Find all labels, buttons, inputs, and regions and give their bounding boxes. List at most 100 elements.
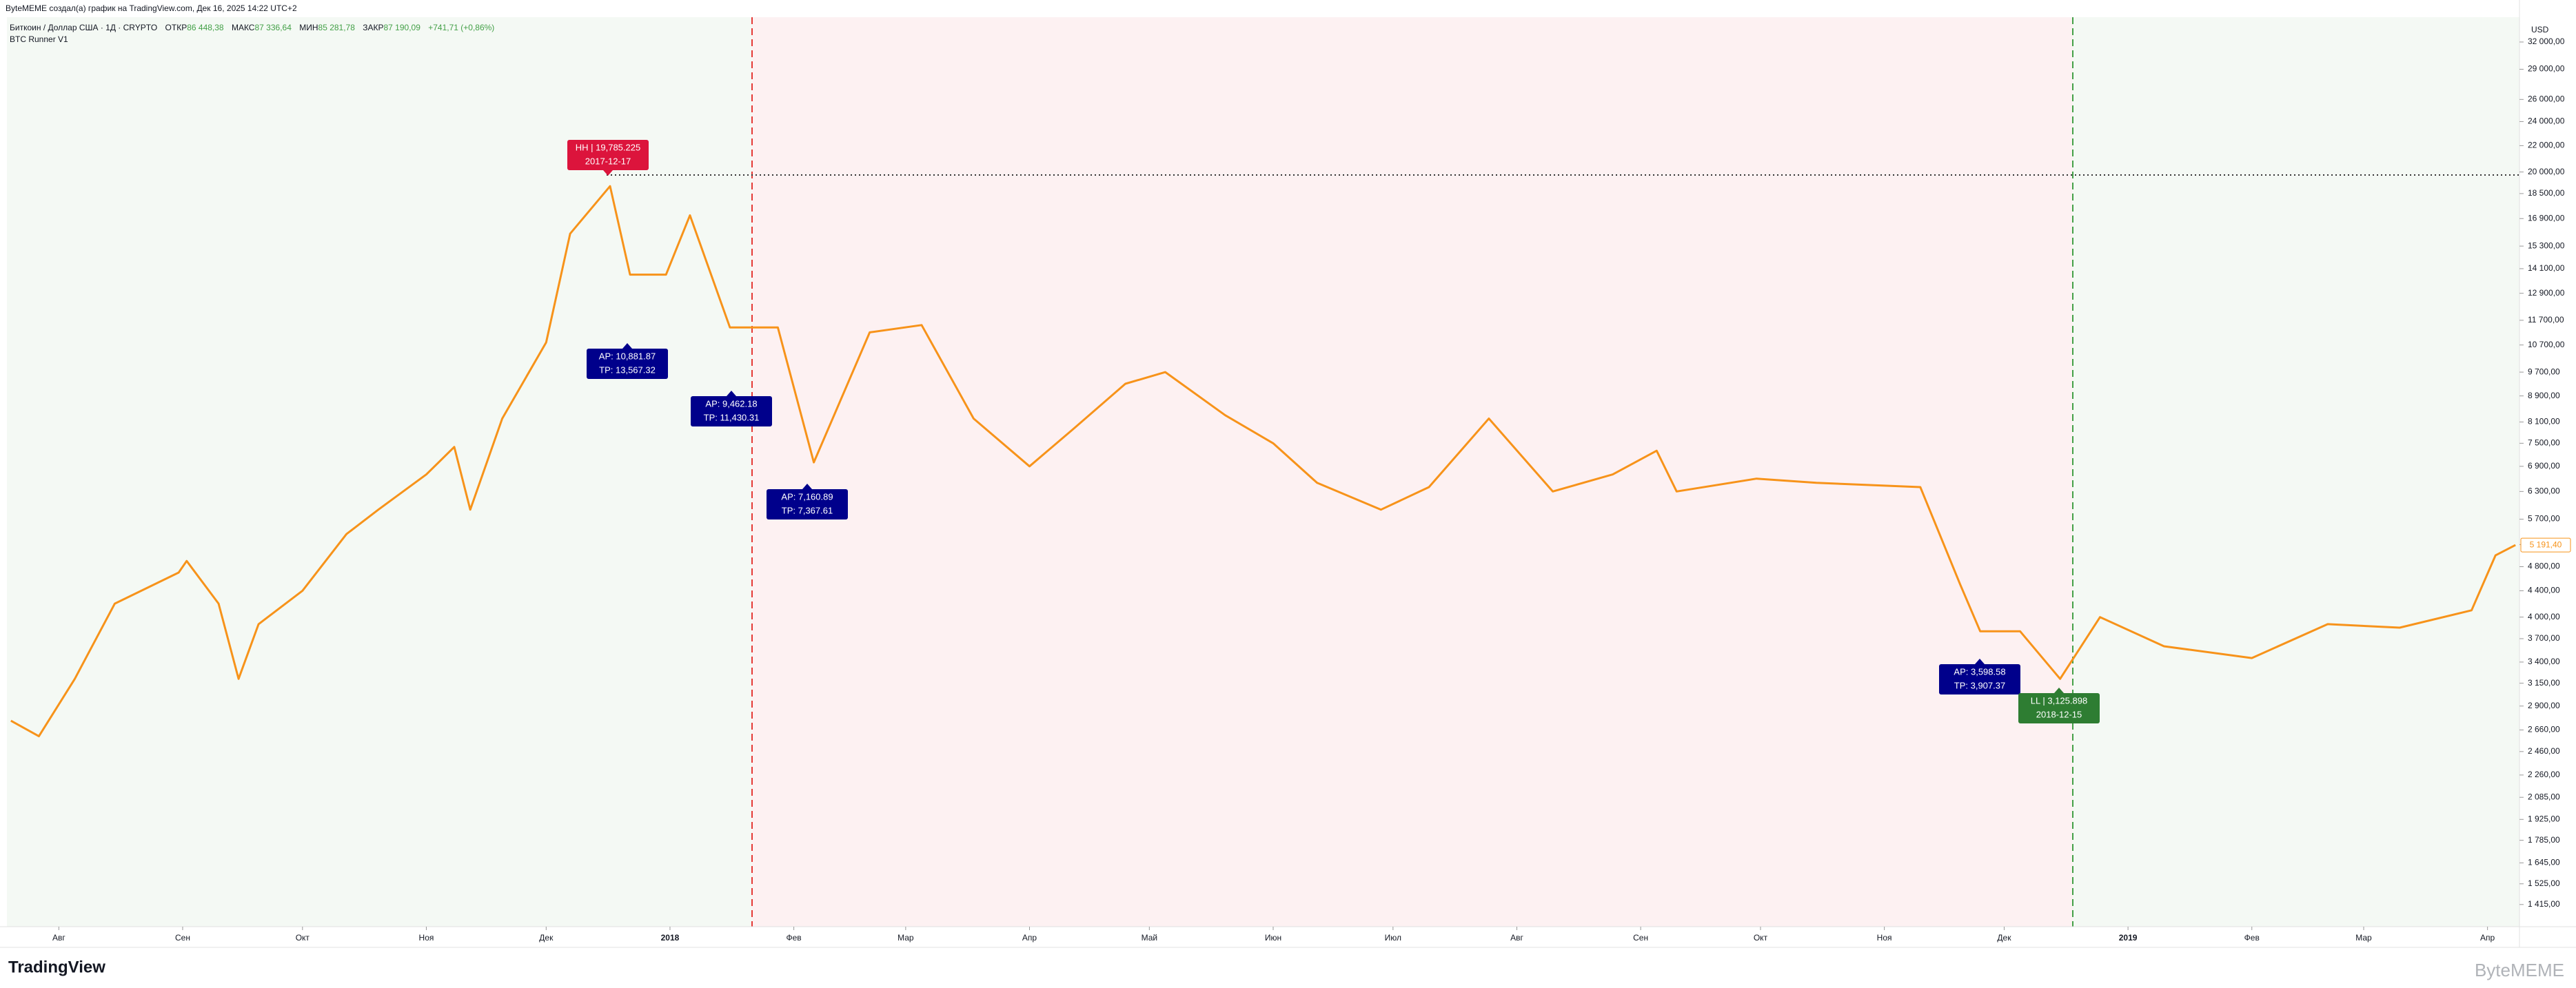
y-tick-label: 8 900,00 [2528,391,2560,400]
indicator-name: BTC Runner V1 [10,34,68,44]
annotation-pointer [802,484,812,489]
x-tick-label: Окт [1754,933,1768,943]
x-tick-label: Авг [1510,933,1523,943]
annotation-text: AP: 3,598.58 [1954,666,2005,677]
y-tick-label: 2 260,00 [2528,770,2560,779]
ohlc-value: 86 448,38 [187,23,224,32]
y-tick-label: 10 700,00 [2528,340,2565,349]
symbol: Биткоин / Доллар США · 1Д · CRYPTO [10,23,157,32]
y-tick-label: 3 150,00 [2528,678,2560,688]
x-tick-label: Окт [296,933,310,943]
x-tick-label: Авг [52,933,65,943]
annotation-pointer [603,170,613,176]
ohlc-label: ЗАКР [363,23,383,32]
annotation-box [587,349,668,379]
annotation-text: AP: 10,881.87 [599,351,656,361]
x-tick-label: 2019 [2119,933,2138,943]
x-tick-label: Дек [1997,933,2011,943]
bear-zone [752,17,2073,927]
y-tick-label: 2 460,00 [2528,746,2560,756]
y-tick-label: 5 700,00 [2528,514,2560,524]
y-tick-label: 16 900,00 [2528,213,2565,223]
y-tick-label: 11 700,00 [2528,315,2564,325]
bull-zone [2073,17,2519,927]
y-tick-label: 6 900,00 [2528,461,2560,471]
ohlc-value: 85 281,78 [318,23,356,32]
y-tick-label: 1 785,00 [2528,835,2560,845]
currency: USD [2531,25,2549,34]
y-tick-label: 6 300,00 [2528,486,2560,496]
y-tick-label: 3 400,00 [2528,657,2560,666]
y-tick-label: 3 700,00 [2528,633,2560,643]
annotation-text: TP: 7,367.61 [782,505,833,515]
annotation-text: TP: 13,567.32 [599,364,656,375]
annotation-box [767,489,848,519]
y-tick-label: 26 000,00 [2528,94,2565,103]
x-tick-label: Июн [1265,933,1281,943]
y-tick-label: 2 900,00 [2528,701,2560,710]
annotation-box [2018,693,2100,723]
y-tick-label: 20 000,00 [2528,167,2565,176]
x-tick-label: Ноя [1877,933,1892,943]
y-tick-label: 2 085,00 [2528,792,2560,801]
x-tick-label: Фев [2244,933,2260,943]
y-tick-label: 4 000,00 [2528,612,2560,621]
watermark: ByteMEME [2475,960,2564,980]
x-tick-label: Май [1142,933,1158,943]
last-price-badge [2520,537,2571,553]
annotation-box [691,396,772,426]
y-tick-label: 1 925,00 [2528,814,2560,823]
annotation-box [567,140,649,170]
annotation-pointer [2054,688,2064,693]
x-tick-label: Дек [539,933,554,943]
x-tick-label: Мар [897,933,914,943]
ohlc-value: 87 190,09 [384,23,421,32]
last-price-label: 5 191,40 [2530,539,2562,549]
legend-row: Биткоин / Доллар США · 1Д · CRYPTO ОТКР8… [10,23,494,32]
y-tick-label: 9 700,00 [2528,367,2560,376]
y-tick-label: 8 100,00 [2528,417,2560,426]
ohlc-value: 87 336,64 [254,23,292,32]
annotation-text: 2017-12-17 [585,156,631,166]
y-tick-label: 7 500,00 [2528,438,2560,448]
y-tick-label: 22 000,00 [2528,141,2565,150]
annotation-text: TP: 3,907.37 [1954,680,2005,690]
x-tick-label: Апр [1022,933,1037,943]
y-tick-label: 1 525,00 [2528,878,2560,888]
x-tick-label: Фев [787,933,802,943]
y-tick-label: 29 000,00 [2528,64,2565,74]
y-tick-label: 1 415,00 [2528,899,2560,909]
x-tick-label: Ноя [419,933,434,943]
y-tick-label: 24 000,00 [2528,116,2565,126]
price-line [10,185,2516,738]
annotation-text: LL | 3,125.898 [2031,695,2087,706]
x-tick-label: Мар [2355,933,2372,943]
logo: TradingView [8,958,105,976]
x-tick-label: Апр [2480,933,2495,943]
annotation-pointer [622,343,632,349]
x-tick-label: Сен [175,933,190,943]
y-tick-label: 4 800,00 [2528,562,2560,571]
y-tick-label: 32 000,00 [2528,37,2565,46]
y-tick-label: 2 660,00 [2528,725,2560,734]
y-tick-label: 18 500,00 [2528,188,2565,198]
annotation-text: AP: 9,462.18 [705,398,757,409]
y-tick-label: 14 100,00 [2528,263,2565,273]
annotation-text: AP: 7,160.89 [781,491,833,502]
x-tick-label: 2018 [661,933,680,943]
ohlc-label: МИН [299,23,318,32]
ohlc-label: МАКС [232,23,255,32]
annotation-text: 2018-12-15 [2036,709,2082,719]
annotation-text: TP: 11,430.31 [704,412,760,422]
annotation-text: HH | 19,785.225 [576,142,640,152]
y-tick-label: 12 900,00 [2528,288,2565,298]
annotation-pointer [1975,659,1985,664]
author-line: ByteMEME создал(а) график на TradingView… [6,3,297,13]
change: +741,71 (+0,86%) [428,23,494,32]
x-tick-label: Сен [1633,933,1648,943]
annotation-box [1939,664,2020,694]
annotation-pointer [727,391,736,396]
y-tick-label: 15 300,00 [2528,240,2565,250]
y-tick-label: 1 645,00 [2528,858,2560,867]
